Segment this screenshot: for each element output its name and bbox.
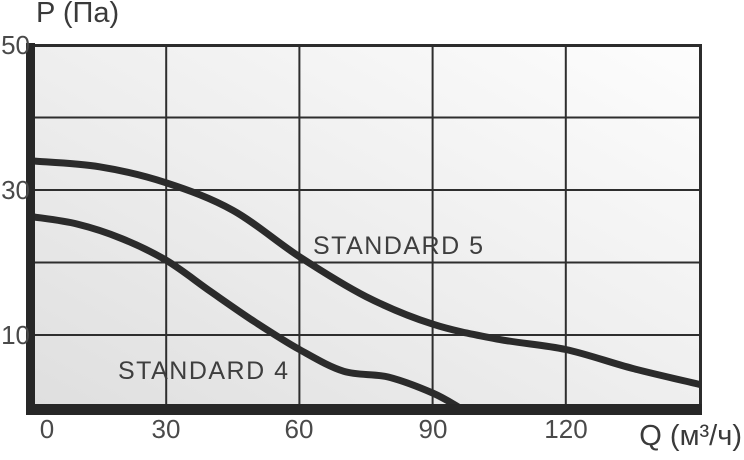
x-tick-label: 120 bbox=[544, 414, 588, 444]
y-tick-label: 30 bbox=[1, 175, 30, 205]
x-axis-title: Q (м³/ч) bbox=[639, 420, 742, 452]
curve-label-standard-4: STANDARD 4 bbox=[118, 357, 290, 385]
y-axis-bar bbox=[26, 43, 35, 415]
x-tick-label: 30 bbox=[151, 414, 181, 444]
x-axis-bar bbox=[26, 404, 702, 415]
y-tick-label: 50 bbox=[1, 30, 30, 60]
plot-area: STANDARD 5 STANDARD 4 bbox=[33, 44, 702, 404]
y-tick-label: 10 bbox=[1, 320, 30, 350]
x-tick-label: 0 bbox=[39, 414, 55, 444]
curve-standard-5 bbox=[33, 157, 699, 388]
curve-standard-4 bbox=[33, 213, 461, 404]
chart-canvas bbox=[33, 47, 699, 404]
curve-label-standard-5: STANDARD 5 bbox=[313, 232, 485, 260]
y-axis-title: P (Па) bbox=[36, 0, 120, 29]
x-tick-label: 90 bbox=[418, 414, 448, 444]
x-tick-label: 60 bbox=[284, 414, 314, 444]
